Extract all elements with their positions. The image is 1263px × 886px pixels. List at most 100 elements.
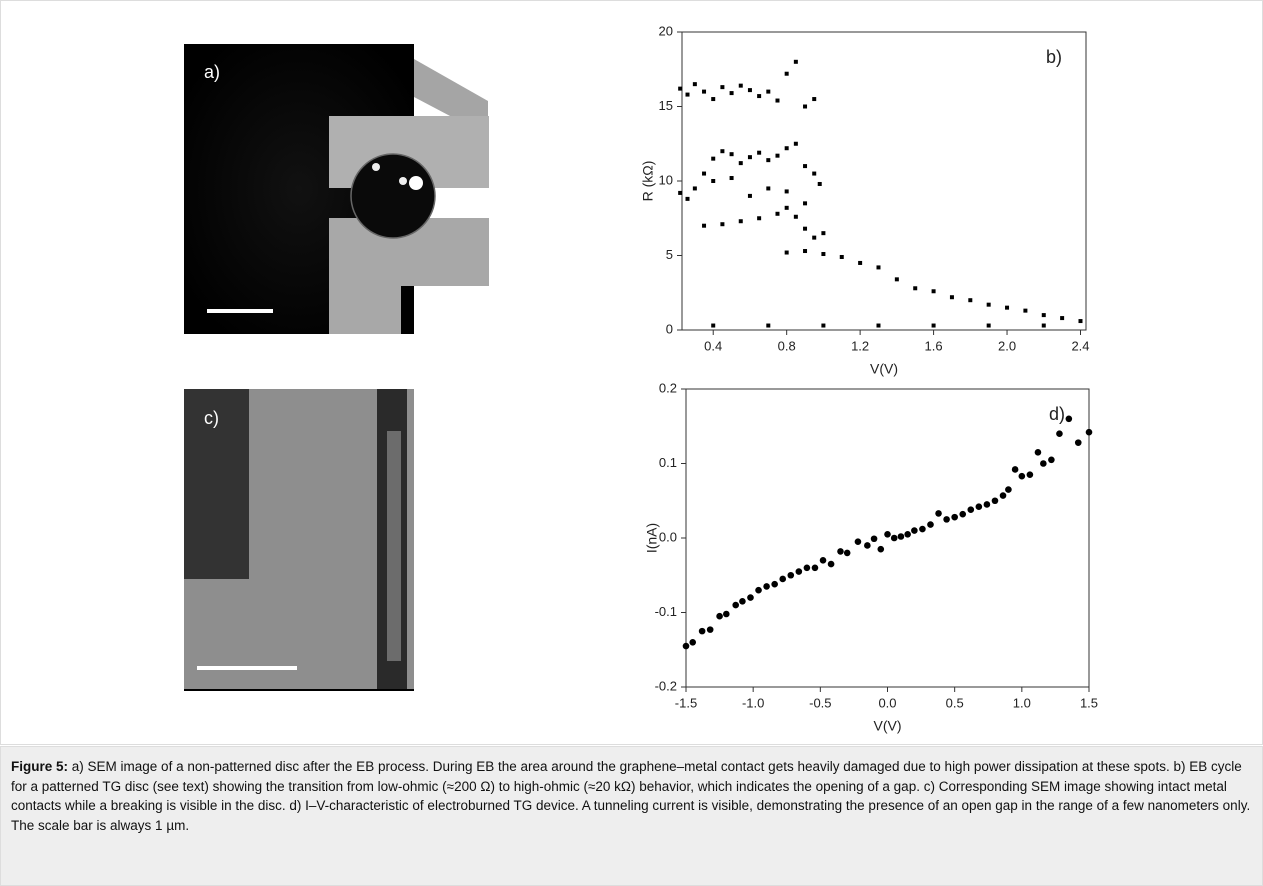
x-tick-label: 1.0 [1013, 695, 1031, 710]
point [766, 186, 771, 191]
point [755, 586, 762, 594]
point [729, 176, 734, 181]
point [927, 521, 934, 528]
y-tick-label: 10 [659, 172, 673, 187]
caption: Figure 5: a) SEM image of a non-patterne… [0, 746, 1263, 886]
point [843, 549, 851, 557]
point [931, 323, 936, 328]
x-tick-label: 0.5 [946, 695, 964, 710]
point [784, 71, 789, 76]
y-tick-label: 20 [659, 23, 673, 38]
point [1041, 313, 1046, 318]
point [870, 535, 878, 543]
point [732, 601, 740, 609]
point [793, 59, 798, 64]
point [991, 497, 999, 505]
y-tick-label: 15 [659, 98, 673, 113]
x-tick-label: -1.0 [742, 695, 764, 710]
point [821, 231, 826, 236]
point [919, 525, 926, 533]
point [858, 260, 863, 265]
point [747, 594, 754, 601]
point [711, 323, 716, 328]
point [692, 186, 697, 191]
point [812, 97, 817, 102]
x-tick-label: 1.5 [1080, 695, 1098, 710]
point [784, 146, 789, 151]
point [678, 86, 683, 91]
point [1060, 316, 1065, 321]
point [763, 583, 770, 590]
point [1005, 305, 1010, 310]
point [720, 149, 725, 154]
point [1048, 456, 1055, 464]
point [876, 265, 881, 270]
point [738, 161, 743, 166]
point [702, 171, 707, 176]
point [682, 642, 690, 650]
point [837, 548, 844, 555]
caption-label: Figure 5: [11, 759, 69, 774]
caption-text: a) SEM image of a non-patterned disc aft… [11, 759, 1251, 833]
point [983, 501, 991, 508]
point [1041, 323, 1046, 328]
point [757, 216, 762, 221]
point [819, 557, 827, 564]
point [692, 82, 697, 87]
point [986, 323, 991, 328]
point [967, 506, 975, 513]
point [775, 98, 780, 103]
y-axis-label: R (kΩ) [640, 161, 656, 202]
point [747, 155, 752, 160]
x-tick-label: 0.0 [878, 695, 896, 710]
point [803, 226, 808, 231]
point [784, 205, 789, 210]
point [913, 286, 918, 291]
y-tick-label: 0.2 [659, 380, 677, 395]
point [711, 156, 716, 161]
point [779, 575, 787, 583]
point [1078, 319, 1083, 324]
point [723, 610, 730, 618]
y-tick-label: 0 [666, 321, 673, 336]
point [986, 302, 991, 307]
x-tick-label: -0.5 [809, 695, 831, 710]
point [747, 193, 752, 198]
point [738, 219, 743, 224]
point [739, 598, 746, 605]
point [935, 510, 942, 517]
point [747, 88, 752, 93]
point [678, 190, 683, 195]
point [787, 571, 795, 579]
sem-image-c [184, 389, 414, 691]
point [1074, 439, 1082, 446]
point [720, 85, 725, 90]
point [803, 564, 811, 572]
point [897, 533, 905, 540]
x-axis-label: V(V) [870, 361, 898, 377]
plot-frame [685, 388, 1090, 688]
point [702, 89, 707, 94]
point [864, 542, 871, 549]
point [698, 627, 706, 635]
point [904, 530, 911, 538]
point [716, 612, 723, 620]
point [1026, 471, 1034, 478]
point [685, 196, 690, 201]
point [854, 538, 862, 546]
y-tick-label: 5 [666, 247, 673, 262]
point [803, 249, 808, 254]
point [1023, 308, 1028, 313]
point [812, 235, 817, 240]
point [812, 171, 817, 176]
y-tick-label: -0.2 [655, 678, 677, 693]
point [1011, 466, 1019, 473]
point [1005, 486, 1012, 493]
figure: a) c) 0.4 0.8 1.2 1.6 2.0 2.4 0 5 10 15 20 V(V) R (k… [0, 0, 1263, 745]
point [784, 189, 789, 194]
point [757, 94, 762, 99]
point [817, 181, 822, 186]
point [711, 97, 716, 102]
point [720, 222, 725, 227]
